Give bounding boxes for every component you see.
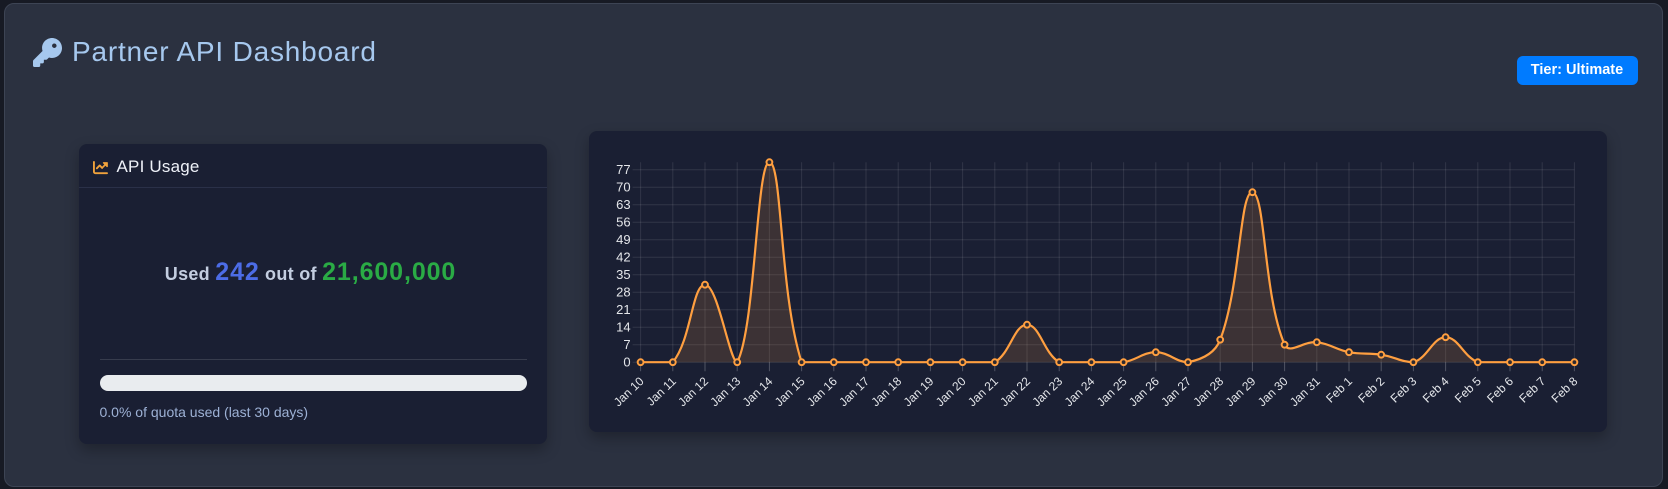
svg-text:77: 77 bbox=[616, 162, 630, 177]
svg-text:35: 35 bbox=[616, 267, 630, 282]
svg-text:Jan 22: Jan 22 bbox=[997, 374, 1033, 409]
svg-text:Feb 7: Feb 7 bbox=[1516, 374, 1548, 406]
svg-text:Feb 5: Feb 5 bbox=[1452, 374, 1484, 406]
svg-text:Jan 26: Jan 26 bbox=[1126, 374, 1162, 409]
svg-text:Jan 15: Jan 15 bbox=[772, 374, 808, 409]
svg-text:Feb 8: Feb 8 bbox=[1549, 374, 1581, 406]
svg-text:Feb 3: Feb 3 bbox=[1388, 374, 1420, 406]
svg-text:Jan 30: Jan 30 bbox=[1255, 374, 1291, 409]
svg-text:Jan 11: Jan 11 bbox=[644, 374, 679, 409]
svg-text:Feb 1: Feb 1 bbox=[1323, 374, 1355, 406]
svg-text:Jan 21: Jan 21 bbox=[965, 374, 1001, 409]
svg-text:Jan 18: Jan 18 bbox=[868, 374, 904, 409]
svg-text:Jan 19: Jan 19 bbox=[901, 374, 937, 409]
svg-text:14: 14 bbox=[616, 320, 630, 335]
svg-text:56: 56 bbox=[616, 215, 630, 230]
svg-text:Feb 6: Feb 6 bbox=[1484, 374, 1516, 406]
svg-text:21: 21 bbox=[616, 302, 630, 317]
svg-text:Feb 4: Feb 4 bbox=[1420, 374, 1452, 406]
svg-text:Jan 16: Jan 16 bbox=[804, 374, 840, 409]
svg-text:Jan 10: Jan 10 bbox=[611, 374, 647, 409]
svg-text:0: 0 bbox=[623, 355, 630, 370]
svg-text:Jan 12: Jan 12 bbox=[675, 374, 711, 409]
svg-text:Jan 28: Jan 28 bbox=[1190, 374, 1226, 409]
svg-text:49: 49 bbox=[616, 232, 630, 247]
svg-text:Jan 31: Jan 31 bbox=[1287, 374, 1323, 409]
svg-text:70: 70 bbox=[616, 180, 630, 195]
svg-text:Jan 20: Jan 20 bbox=[933, 374, 969, 409]
svg-text:Jan 25: Jan 25 bbox=[1094, 374, 1130, 409]
svg-text:Jan 13: Jan 13 bbox=[707, 374, 743, 409]
svg-text:28: 28 bbox=[616, 285, 630, 300]
svg-text:42: 42 bbox=[616, 250, 630, 265]
svg-text:Jan 27: Jan 27 bbox=[1158, 374, 1194, 409]
svg-text:Feb 2: Feb 2 bbox=[1355, 374, 1387, 406]
svg-text:63: 63 bbox=[616, 197, 630, 212]
svg-text:Jan 24: Jan 24 bbox=[1062, 374, 1098, 409]
svg-text:Jan 29: Jan 29 bbox=[1223, 374, 1259, 409]
svg-text:7: 7 bbox=[623, 337, 630, 352]
svg-text:Jan 14: Jan 14 bbox=[740, 374, 776, 409]
svg-text:Jan 23: Jan 23 bbox=[1029, 374, 1065, 409]
svg-text:Jan 17: Jan 17 bbox=[836, 374, 872, 409]
